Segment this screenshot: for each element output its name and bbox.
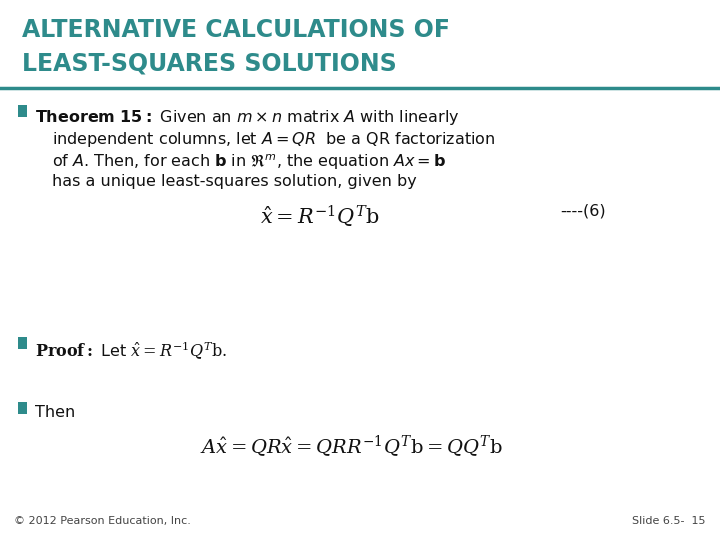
Text: Then: Then [35,405,76,420]
Bar [18,337,27,349]
Text: has a unique least-squares solution, given by: has a unique least-squares solution, giv… [52,174,417,189]
Text: independent columns, let $A = QR$  be a QR factorization: independent columns, let $A = QR$ be a Q… [52,130,495,149]
Text: $\mathbf{Proof:}$ Let $\hat{x} = R^{-1}Q^T\mathrm{b}.$: $\mathbf{Proof:}$ Let $\hat{x} = R^{-1}Q… [35,340,228,362]
Text: $\mathbf{Theorem\ 15:}$ Given an $m \times n$ matrix $A$ with linearly: $\mathbf{Theorem\ 15:}$ Given an $m \tim… [35,108,459,127]
Text: Slide 6.5-  15: Slide 6.5- 15 [632,516,706,526]
Text: © 2012 Pearson Education, Inc.: © 2012 Pearson Education, Inc. [14,516,191,526]
Text: ALTERNATIVE CALCULATIONS OF: ALTERNATIVE CALCULATIONS OF [22,18,450,42]
Text: LEAST-SQUARES SOLUTIONS: LEAST-SQUARES SOLUTIONS [22,52,397,76]
Text: of $A$. Then, for each $\mathbf{b}$ in $\mathfrak{R}^m$, the equation $Ax = \mat: of $A$. Then, for each $\mathbf{b}$ in $… [52,152,446,172]
Text: ----(6): ----(6) [560,204,606,219]
Bar [18,402,27,414]
Text: $\hat{x} = R^{-1}Q^T\mathrm{b}$: $\hat{x} = R^{-1}Q^T\mathrm{b}$ [260,204,379,230]
Bar [18,105,27,117]
Text: $A\hat{x} = QR\hat{x} = QRR^{-1}Q^T\mathrm{b} = QQ^T\mathrm{b}$: $A\hat{x} = QR\hat{x} = QRR^{-1}Q^T\math… [200,433,503,459]
